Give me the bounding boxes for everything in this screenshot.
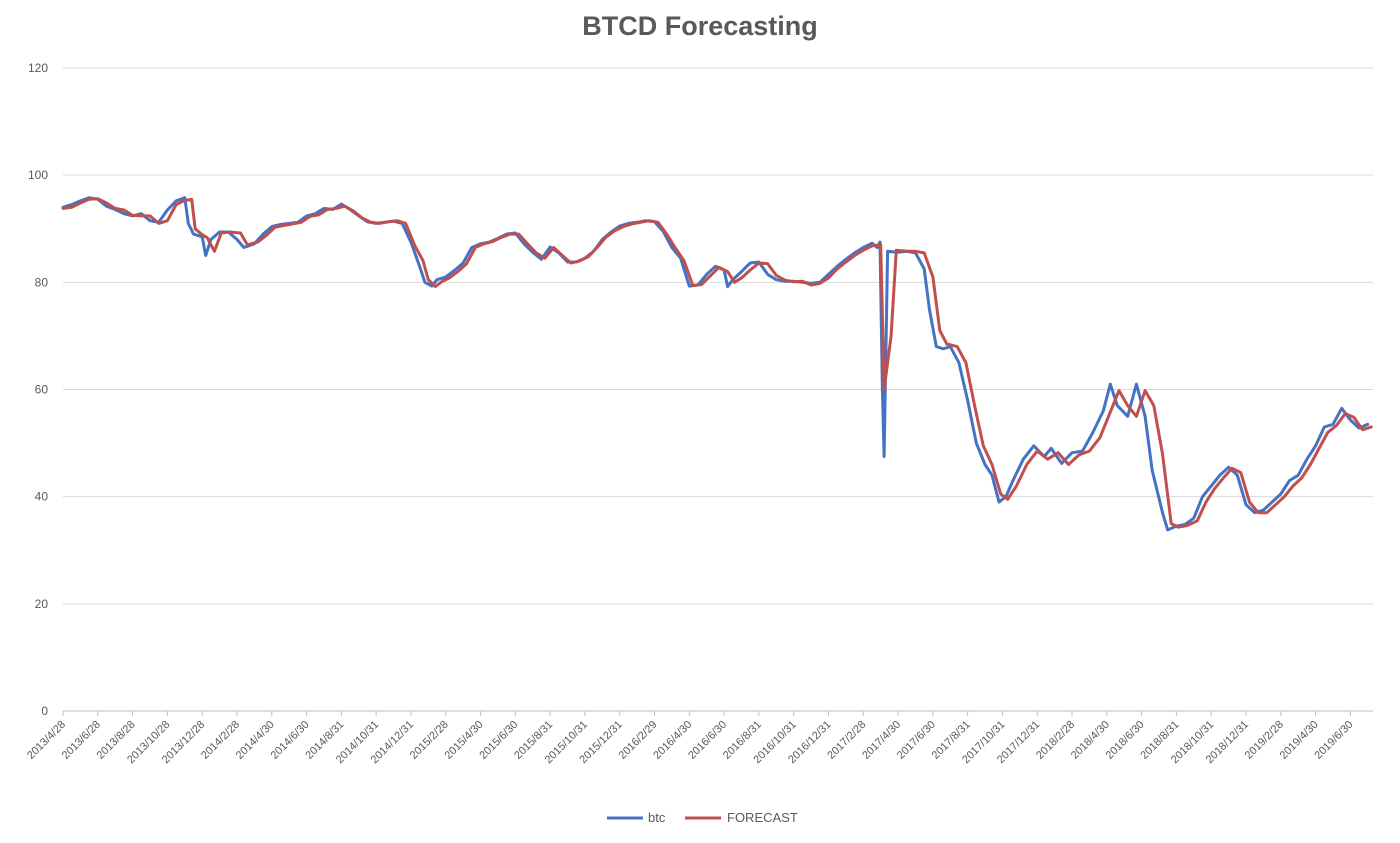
legend-label-btc: btc	[648, 810, 666, 825]
series-lines	[61, 196, 1373, 532]
y-tick-label: 0	[41, 704, 48, 718]
y-tick-label: 120	[28, 61, 48, 75]
legend-label-forecast: FORECAST	[727, 810, 798, 825]
y-tick-label: 40	[35, 490, 49, 504]
y-tick-label: 60	[35, 383, 49, 397]
chart-title: BTCD Forecasting	[582, 11, 818, 41]
y-tick-label: 80	[35, 275, 49, 289]
y-axis-ticks: 0 20 40 60 80 100 120	[28, 61, 48, 718]
y-tick-label: 20	[35, 597, 49, 611]
gridlines	[63, 67, 1373, 605]
series-line-forecast	[61, 197, 1373, 529]
y-tick-label: 100	[28, 168, 48, 182]
legend[interactable]: btc FORECAST	[607, 810, 798, 825]
